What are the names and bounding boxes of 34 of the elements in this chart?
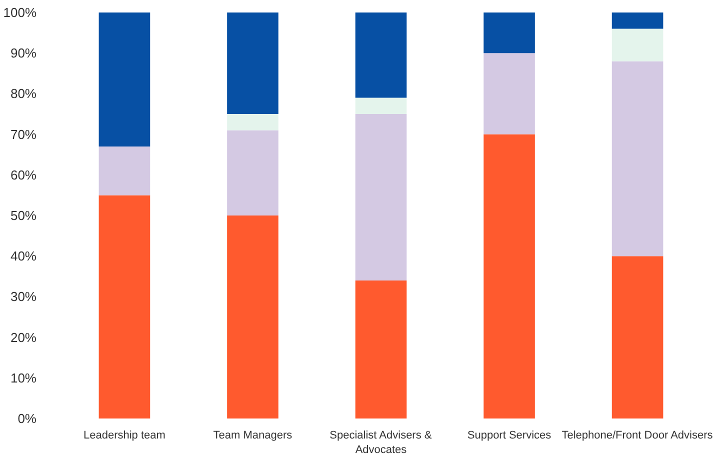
bar — [612, 61, 664, 256]
y-tick-label: 70% — [10, 126, 37, 142]
bar — [227, 130, 278, 216]
y-tick-label: 0% — [18, 411, 37, 426]
x-tick-label: Team Managers — [213, 430, 293, 442]
bar — [227, 114, 278, 130]
bar — [227, 12, 278, 114]
bar — [98, 146, 150, 196]
y-tick-label: 40% — [10, 248, 37, 264]
bar — [355, 114, 407, 280]
bar — [98, 12, 150, 146]
y-tick-label: 20% — [10, 330, 37, 345]
bar — [612, 12, 664, 29]
x-tick-label: Specialist Advisers & Advocates — [330, 430, 432, 456]
x-tick-label: Leadership team — [83, 430, 166, 442]
bar — [612, 256, 664, 418]
bar — [355, 98, 407, 114]
y-tick-label: 90% — [10, 46, 37, 61]
bar — [227, 216, 278, 418]
bar — [612, 28, 664, 62]
bar — [484, 12, 535, 54]
y-tick-label: 80% — [10, 86, 37, 102]
bar — [484, 134, 535, 418]
x-tick-label: Telephone/Front Door Advisers — [562, 430, 714, 442]
y-tick-label: 30% — [10, 289, 37, 304]
y-tick-label: 10% — [10, 370, 37, 386]
bar — [355, 280, 407, 418]
y-tick-label: 50% — [10, 208, 37, 223]
x-tick-label: Support Services — [467, 430, 552, 442]
bar — [98, 195, 150, 418]
y-tick-label: 60% — [10, 167, 37, 182]
y-tick-label: 100% — [3, 5, 37, 20]
bar — [355, 12, 407, 98]
bar — [484, 53, 535, 134]
